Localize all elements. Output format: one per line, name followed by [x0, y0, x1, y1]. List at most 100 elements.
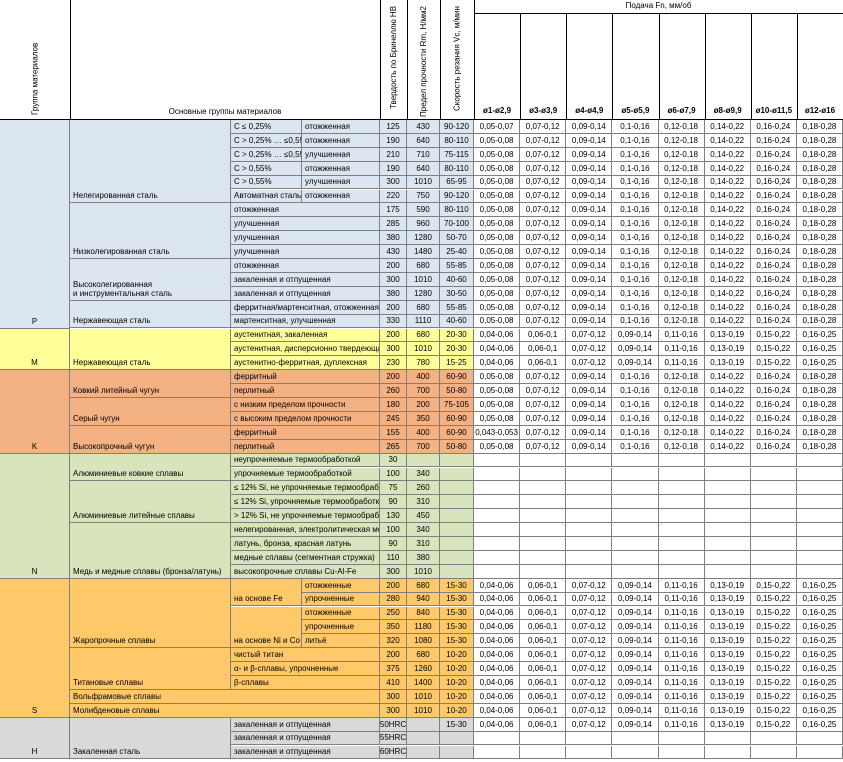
feed-cell: 0,07-0,12 — [566, 592, 613, 607]
speed-cell: 50-80 — [440, 384, 474, 398]
header-divider — [750, 14, 752, 119]
speed-cell: 10-20 — [440, 689, 474, 704]
feed-cell: 0,07-0,12 — [520, 286, 567, 301]
group-code: M — [0, 328, 70, 371]
feed-cell: 0,13-0,19 — [704, 634, 751, 649]
feed-cell — [658, 481, 705, 496]
speed-cell: 70-100 — [440, 217, 474, 232]
feed-cell: 0,14-0,22 — [704, 203, 751, 218]
feed-cell — [750, 564, 797, 579]
feed-cell: 0,15-0,22 — [750, 662, 797, 676]
feed-cell: 0,06-0,1 — [520, 592, 567, 607]
feed-cell: 0,16-0,24 — [750, 272, 797, 287]
feed-cell: 0,1-0,16 — [612, 425, 659, 440]
feed-cell — [474, 731, 521, 746]
feed-cell: 0,05-0,08 — [474, 300, 521, 315]
feed-cell: 0,13-0,19 — [704, 342, 751, 357]
feed-cell: 0,16-0,24 — [750, 161, 797, 176]
speed-cell: 15-30 — [440, 606, 474, 621]
feed-cell: 0,09-0,14 — [612, 717, 659, 732]
feed-cell: 0,07-0,12 — [520, 272, 567, 287]
feed-cell: 0,15-0,22 — [750, 634, 797, 649]
state-cell: ферритный — [231, 370, 380, 385]
speed-cell — [440, 537, 474, 551]
feed-cell — [750, 481, 797, 496]
hardness-cell: 285 — [380, 217, 407, 232]
hardness-cell: 155 — [380, 425, 407, 440]
group-code: K — [0, 370, 70, 454]
feed-cell: 0,09-0,14 — [612, 342, 659, 357]
state-cell: высокопрочные сплавы Cu-Al-Fe — [231, 564, 380, 579]
feed-cell: 0,1-0,16 — [612, 384, 659, 398]
feed-cell: 0,18-0,28 — [796, 384, 843, 398]
strength-cell — [407, 453, 440, 468]
feed-cell: 0,18-0,28 — [796, 370, 843, 385]
state-cell: отожженная — [231, 259, 380, 273]
feed-cell — [612, 731, 659, 746]
strength-cell: 400 — [407, 370, 440, 385]
feed-cell: 0,18-0,28 — [796, 286, 843, 301]
feed-cell: 0,15-0,22 — [750, 689, 797, 704]
hardness-cell: 100 — [380, 467, 407, 482]
strength-cell: 400 — [407, 425, 440, 440]
strength-cell: 1400 — [407, 676, 440, 690]
feed-cell — [658, 467, 705, 482]
feed-cell: 0,18-0,28 — [796, 203, 843, 218]
feed-cell — [566, 523, 613, 537]
feed-cell: 0,05-0,08 — [474, 259, 521, 273]
hardness-cell: 260 — [380, 384, 407, 398]
subgroup-cell: Автоматная сталь — [231, 189, 302, 204]
feed-cell: 0,16-0,25 — [796, 592, 843, 607]
header-divider — [440, 0, 441, 119]
feed-cell — [704, 453, 751, 468]
feed-cell: 0,09-0,14 — [566, 411, 613, 426]
feed-cell: 0,15-0,22 — [750, 592, 797, 607]
feed-cell: 0,15-0,22 — [750, 356, 797, 371]
feed-cell: 0,16-0,25 — [796, 703, 843, 718]
feed-cell: 0,12-0,18 — [658, 370, 705, 385]
feed-cell: 0,18-0,28 — [796, 189, 843, 204]
feed-cell: 0,09-0,14 — [612, 578, 659, 593]
feed-cell: 0,1-0,16 — [612, 272, 659, 287]
feed-cell — [520, 550, 567, 565]
speed-cell: 75-115 — [440, 147, 474, 162]
feed-cell: 0,04-0,06 — [474, 634, 521, 649]
feed-cell: 0,07-0,12 — [520, 398, 567, 412]
state-cell: отожженная — [302, 189, 380, 204]
speed-cell: 60-90 — [440, 411, 474, 426]
strength-cell: 1010 — [407, 703, 440, 718]
strength-cell: 450 — [407, 509, 440, 524]
feed-cell: 0,11-0,16 — [658, 328, 705, 343]
feed-cell — [612, 495, 659, 510]
feed-cell — [750, 495, 797, 510]
strength-cell: 310 — [407, 495, 440, 510]
state-cell: закаленная и отпущенная — [231, 272, 380, 287]
state-cell: отожженная — [302, 120, 380, 134]
state-cell: перлитный — [231, 439, 380, 454]
strength-cell: 700 — [407, 384, 440, 398]
feed-cell — [612, 481, 659, 496]
material-cell: Серый чугун — [70, 398, 231, 426]
strength-cell: 590 — [407, 203, 440, 218]
feed-cell: 0,14-0,22 — [704, 425, 751, 440]
material-cell: Вольфрамовые сплавы — [70, 689, 380, 704]
feed-cell: 0,16-0,25 — [796, 578, 843, 593]
hardness-cell: 75 — [380, 481, 407, 496]
feed-cell: 0,06-0,1 — [520, 717, 567, 732]
feed-cell: 0,18-0,28 — [796, 272, 843, 287]
state-cell: с высоким пределом прочности — [231, 411, 380, 426]
feed-cell — [750, 537, 797, 551]
feed-cell: 0,14-0,22 — [704, 161, 751, 176]
feed-cell: 0,16-0,24 — [750, 398, 797, 412]
strength-cell: 680 — [407, 300, 440, 315]
speed-cell — [440, 495, 474, 510]
feed-cell: 0,18-0,28 — [796, 161, 843, 176]
speed-cell: 80-110 — [440, 133, 474, 148]
state-cell: отожженная — [302, 133, 380, 148]
strength-cell — [407, 745, 440, 760]
feed-cell: 0,09-0,14 — [566, 384, 613, 398]
feed-cell: 0,15-0,22 — [750, 328, 797, 343]
feed-cell: 0,13-0,19 — [704, 662, 751, 676]
feed-cell: 0,1-0,16 — [612, 189, 659, 204]
feed-cell — [566, 481, 613, 496]
